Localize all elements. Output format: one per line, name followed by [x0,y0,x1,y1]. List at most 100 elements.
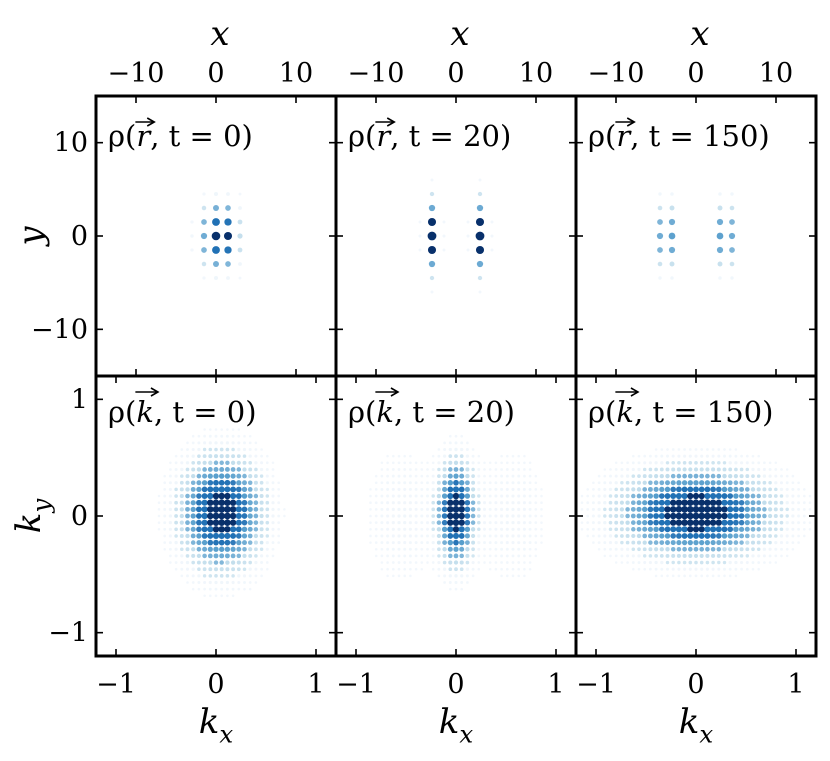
data-point [500,527,504,531]
data-point [447,512,454,520]
data-point [614,540,618,545]
data-point [477,567,481,571]
data-point [260,448,263,451]
data-point [191,447,195,452]
data-point [665,540,670,546]
data-point [447,473,453,479]
data-point [380,527,384,531]
data-point [687,499,694,507]
data-point [500,547,504,551]
data-point [441,506,448,513]
data-point [196,526,202,533]
data-point [780,468,783,471]
data-point [454,581,458,584]
data-point [620,561,624,564]
data-point [750,493,756,499]
data-point [739,547,744,552]
data-point [259,554,264,558]
data-point [642,520,648,526]
y-tick-label: 0 [71,501,88,532]
data-point [180,554,184,558]
data-point [711,553,716,558]
data-point [466,220,470,224]
data-point [751,567,755,571]
data-point [647,533,653,539]
data-point [603,468,607,471]
data-point [425,514,430,518]
data-point [711,454,715,458]
data-point [779,534,784,538]
data-point [488,487,492,491]
data-point [231,454,236,459]
data-point [196,553,202,559]
data-point [207,539,214,546]
data-point [448,567,453,572]
data-point [534,494,538,498]
data-point [631,493,636,499]
data-point [403,541,407,545]
data-point [693,553,699,558]
data-point [391,567,395,571]
data-point [744,533,750,539]
data-point [681,506,688,513]
data-point [236,467,242,472]
data-point [213,205,219,211]
data-point [785,501,789,505]
data-point [681,533,688,539]
data-point [762,527,767,532]
data-point [191,547,196,552]
data-point [212,532,220,540]
data-point [459,560,464,565]
data-point [636,480,642,485]
data-point [403,494,407,498]
data-point [453,539,459,546]
svg-text:ρ(r, t = 0): ρ(r, t = 0) [108,119,253,153]
data-point [744,520,750,526]
data-point [174,540,178,545]
data-point [168,534,172,538]
data-point [517,547,521,551]
data-point [448,441,452,445]
data-point [517,521,521,525]
data-point [717,205,723,211]
data-point [647,506,654,513]
data-point [739,533,745,539]
data-point [488,527,492,531]
data-point [653,519,659,526]
data-point [694,454,698,458]
data-point [248,581,252,584]
data-point [717,448,721,451]
data-point [248,553,253,558]
data-point [779,500,784,505]
data-point [643,561,647,565]
data-point [625,487,630,492]
data-point [207,532,214,539]
data-point [447,486,454,493]
data-point [230,553,236,559]
data-point [694,460,698,465]
data-point [224,473,231,479]
data-point [207,519,214,526]
data-point [704,539,711,546]
data-point [190,480,196,486]
data-point [694,448,698,451]
data-point [180,567,184,571]
data-point [397,534,401,538]
data-point [688,560,693,565]
data-point [452,532,460,539]
data-point [458,512,465,520]
data-point [174,494,178,498]
data-point [248,441,252,445]
data-point [727,512,734,520]
data-point [207,492,214,500]
data-point [614,527,619,532]
data-point [242,467,247,472]
data-point [488,461,492,465]
data-point [677,454,681,458]
data-point [374,501,378,505]
data-point [196,467,202,472]
data-point [459,473,465,479]
data-point [477,534,481,538]
data-point [260,561,264,565]
